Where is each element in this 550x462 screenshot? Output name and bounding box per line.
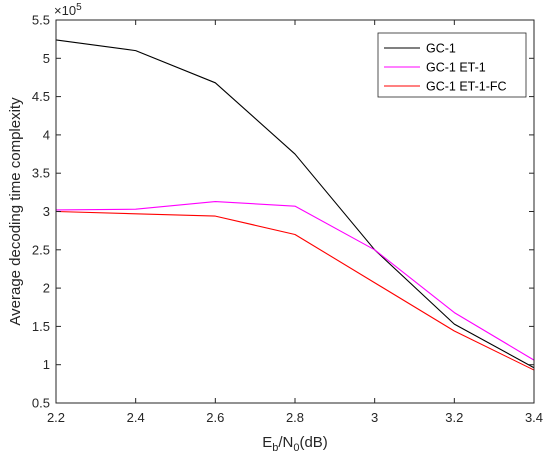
series-line-1 [55, 39, 535, 369]
x-tick-label: 3.2 [445, 410, 463, 425]
x-label-tail: (dB) [299, 434, 327, 451]
x-label-base: E [262, 434, 272, 451]
y-tick-label: 3 [43, 204, 50, 219]
y-exponent-label: ×105 [54, 2, 82, 18]
legend-label-2: GC-1 ET-1 [426, 61, 486, 75]
legend-label-1: GC-1 [426, 42, 456, 56]
y-tick-label: 5.5 [32, 13, 50, 28]
x-label-mid: /N [278, 434, 293, 451]
y-exponent-power: 5 [76, 2, 82, 13]
series-line-3 [55, 210, 535, 371]
y-axis: 0.5 1 1.5 2 2.5 3 3.5 4 4.5 5 5.5 [32, 13, 534, 411]
x-label-sub-b: b [272, 442, 278, 454]
y-tick-label: 2.5 [32, 242, 50, 257]
y-exponent-base: ×10 [54, 3, 76, 18]
x-axis-label: Eb/N0(dB) [262, 434, 328, 454]
x-tick-label: 2.8 [286, 410, 304, 425]
y-tick-label: 0.5 [32, 396, 50, 411]
x-tick-label: 2.4 [127, 410, 145, 425]
y-tick-label: 3.5 [32, 166, 50, 181]
y-axis-label: Average decoding time complexity [7, 97, 24, 326]
legend-label-3: GC-1 ET-1-FC [426, 80, 507, 94]
x-tick-label: 2.2 [47, 410, 65, 425]
y-tick-label: 1.5 [32, 319, 50, 334]
x-tick-label: 3.4 [525, 410, 543, 425]
x-label-sub-0: 0 [293, 442, 299, 454]
series-line-2 [55, 200, 535, 361]
y-tick-label: 1 [43, 357, 50, 372]
y-tick-label: 4.5 [32, 89, 50, 104]
y-tick-label: 4 [43, 127, 50, 142]
legend: GC-1 GC-1 ET-1 GC-1 ET-1-FC [377, 32, 527, 98]
y-tick-label: 5 [43, 51, 50, 66]
x-tick-label: 2.6 [206, 410, 224, 425]
x-axis: 2.2 2.4 2.6 2.8 3 3.2 3.4 [47, 20, 543, 425]
x-tick-label: 3 [371, 410, 378, 425]
series-layer [55, 39, 535, 371]
y-tick-label: 2 [43, 281, 50, 296]
